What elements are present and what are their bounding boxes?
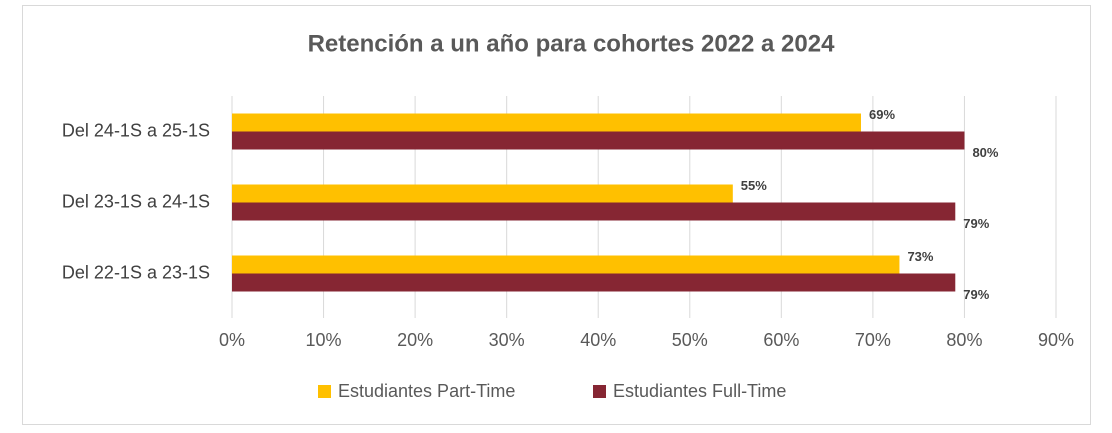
legend-swatch — [593, 385, 606, 398]
chart-title: Retención a un año para cohortes 2022 a … — [308, 30, 836, 57]
bar — [232, 113, 861, 132]
y-tick-label: Del 24-1S a 25-1S — [62, 120, 210, 140]
legend-label: Estudiantes Full-Time — [613, 381, 786, 401]
x-tick-label: 80% — [946, 330, 982, 350]
x-tick-label: 50% — [672, 330, 708, 350]
x-tick-label: 20% — [397, 330, 433, 350]
x-tick-label: 70% — [855, 330, 891, 350]
data-label: 79% — [963, 216, 989, 231]
bar — [232, 273, 956, 292]
x-tick-label: 40% — [580, 330, 616, 350]
legend-swatch — [318, 385, 331, 398]
x-tick-label: 30% — [489, 330, 525, 350]
x-tick-label: 90% — [1038, 330, 1074, 350]
x-tick-label: 60% — [763, 330, 799, 350]
bar — [232, 131, 965, 150]
data-label: 80% — [972, 145, 998, 160]
data-label: 73% — [907, 249, 933, 264]
bar — [232, 184, 733, 203]
data-label: 69% — [869, 107, 895, 122]
y-tick-label: Del 23-1S a 24-1S — [62, 191, 210, 211]
x-tick-label: 10% — [306, 330, 342, 350]
x-tick-label: 0% — [219, 330, 245, 350]
legend-label: Estudiantes Part-Time — [338, 381, 515, 401]
y-tick-label: Del 22-1S a 23-1S — [62, 262, 210, 282]
data-label: 55% — [741, 178, 767, 193]
data-label: 79% — [963, 287, 989, 302]
bar — [232, 255, 900, 274]
bar — [232, 202, 956, 221]
